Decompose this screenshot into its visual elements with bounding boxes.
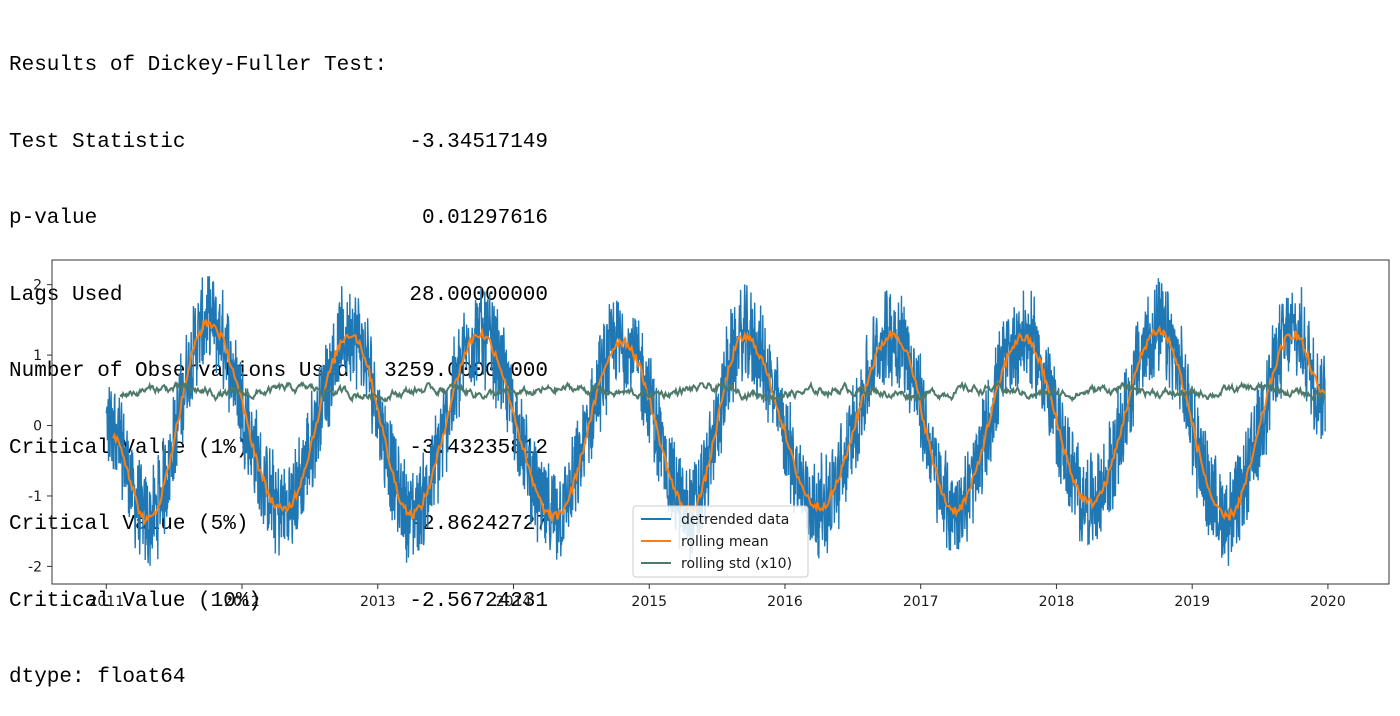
legend-label: rolling mean xyxy=(681,534,769,550)
result-row-lags: Lags Used 28.00000000 xyxy=(9,283,548,309)
x-tick-label: 2018 xyxy=(1039,594,1075,610)
y-tick-label: -2 xyxy=(28,559,42,575)
result-value: -3.34517149 xyxy=(409,130,548,154)
x-tick-label: 2011 xyxy=(88,594,124,610)
series-rolling-std xyxy=(119,380,1327,404)
result-label: p-value xyxy=(9,207,98,230)
result-row-test-statistic: Test Statistic -3.34517149 xyxy=(9,130,548,156)
y-tick-label: 0 xyxy=(33,419,42,435)
output-header: Results of Dickey-Fuller Test: xyxy=(9,54,388,77)
axes-frame xyxy=(51,259,1390,585)
result-label: Critical Value (1%) xyxy=(9,436,249,460)
x-tick-label: 2013 xyxy=(360,594,396,610)
legend-label: detrended data xyxy=(681,512,789,528)
y-tick-label: -1 xyxy=(28,489,42,505)
legend: detrended data rolling mean rolling std (x… xyxy=(632,505,809,578)
result-value: -3.43235812 xyxy=(409,436,548,460)
y-tick-label: 2 xyxy=(33,278,42,294)
x-tick-label: 2015 xyxy=(631,594,667,610)
result-row-p-value: p-value 0.01297616 xyxy=(9,206,548,232)
x-tick-label: 2014 xyxy=(496,594,532,610)
x-tick-label: 2019 xyxy=(1174,594,1210,610)
x-tick-label: 2020 xyxy=(1310,594,1346,610)
x-tick-label: 2012 xyxy=(224,594,260,610)
result-label: Test Statistic xyxy=(9,130,186,154)
result-value: 28.00000000 xyxy=(409,283,548,307)
result-label: Critical Value (10%) xyxy=(9,589,262,613)
result-label: Number of Observations Used xyxy=(9,360,350,383)
output-dtype: dtype: float64 xyxy=(9,666,186,689)
x-tick-label: 2017 xyxy=(903,594,939,610)
plot-area xyxy=(105,276,1327,566)
legend-label: rolling std (x10) xyxy=(681,556,792,572)
result-row-observations: Number of Observations Used 3259.00000000 xyxy=(9,359,548,385)
y-tick-label: 1 xyxy=(33,348,42,364)
result-label: Lags Used xyxy=(9,283,123,307)
result-value: -2.86242727 xyxy=(409,513,548,536)
result-value: -2.56724231 xyxy=(409,589,548,613)
series-rolling-mean xyxy=(112,319,1326,527)
x-tick-label: 2016 xyxy=(767,594,803,610)
result-row-critical-10: Critical Value (10%) -2.56724231 xyxy=(9,589,548,615)
series-detrended-data xyxy=(105,276,1326,566)
axes: 2011 2012 2013 2014 2015 2016 2017 2018 2019 2020… xyxy=(28,259,1390,610)
timeseries-chart: 2011 2012 2013 2014 2015 2016 2017 2018 2019 2020… xyxy=(28,259,1390,610)
result-value: 0.01297616 xyxy=(421,207,548,230)
legend-box xyxy=(632,505,809,578)
result-row-critical-1: Critical Value (1%) -3.43235812 xyxy=(9,436,548,462)
